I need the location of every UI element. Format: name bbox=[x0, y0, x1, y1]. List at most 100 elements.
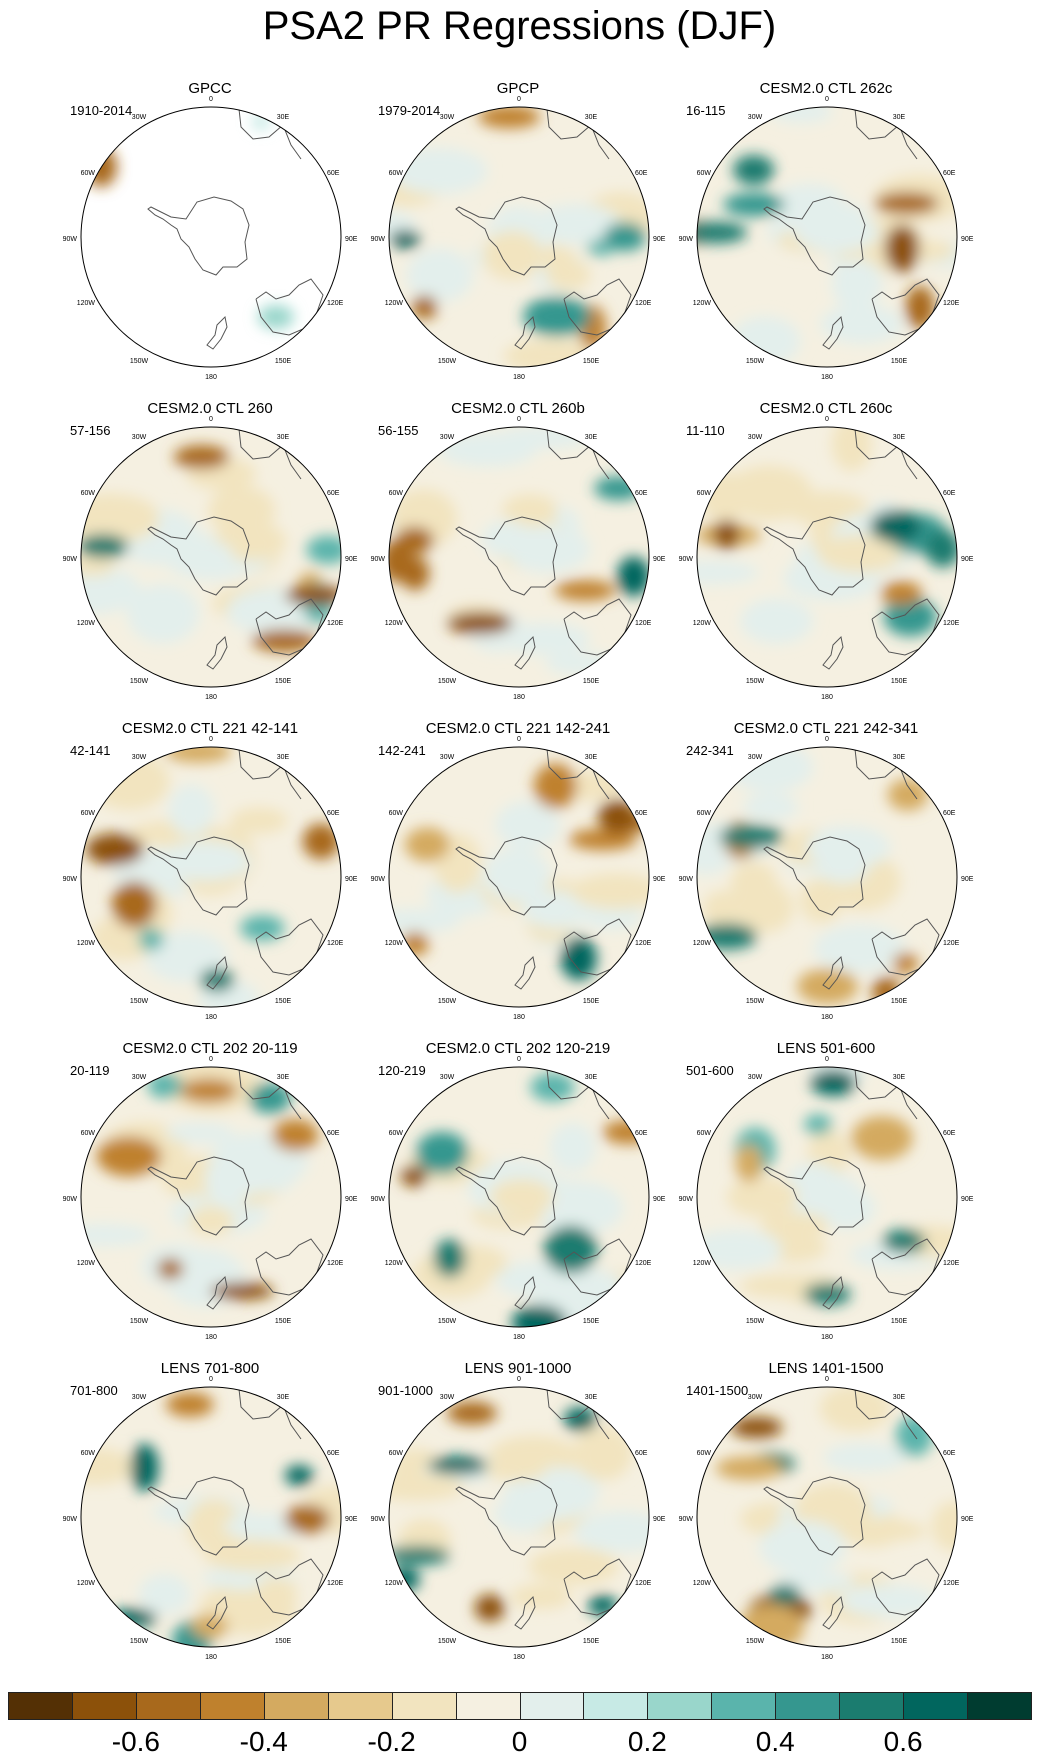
anomaly-blob bbox=[412, 295, 438, 320]
longitude-label: 90W bbox=[63, 1516, 78, 1523]
longitude-label: 180 bbox=[513, 1014, 525, 1021]
anomaly-blob bbox=[81, 1448, 135, 1485]
anomaly-blob bbox=[240, 915, 285, 941]
anomaly-blob bbox=[111, 881, 157, 928]
longitude-label: 90E bbox=[961, 876, 974, 883]
anomaly-blob bbox=[905, 285, 935, 330]
map-panel: 0 180 90W 90E 30W 30E 60W 60E 120W 120E 150W 150E CE… bbox=[676, 400, 976, 720]
anomaly-blob bbox=[804, 1283, 851, 1306]
longitude-label: 90E bbox=[345, 556, 358, 563]
anomaly-blob bbox=[206, 1167, 251, 1208]
map-panel: 0 180 90W 90E 30W 30E 60W 60E 120W 120E 150W 150E CE… bbox=[60, 720, 360, 1040]
longitude-label: 90W bbox=[371, 236, 386, 243]
africa-coastline bbox=[546, 428, 610, 480]
anomaly-blob bbox=[870, 510, 922, 543]
anomaly-blob bbox=[522, 890, 590, 929]
anomaly-blob bbox=[252, 629, 317, 652]
longitude-label: 150W bbox=[438, 358, 457, 365]
panel-period: 701-800 bbox=[70, 1383, 118, 1398]
anomaly-blob bbox=[730, 1417, 783, 1438]
anomaly-blob bbox=[831, 258, 883, 310]
map-border bbox=[80, 426, 342, 688]
map-panel: 0 180 90W 90E 30W 30E 60W 60E 120W 120E 150W 150E LE… bbox=[676, 1360, 976, 1680]
anomaly-blob bbox=[533, 763, 577, 809]
longitude-label: 120E bbox=[327, 1260, 344, 1267]
panel-title: CESM2.0 CTL 260 bbox=[147, 400, 273, 417]
panel-period: 20-119 bbox=[70, 1063, 110, 1078]
new-zealand-coastline bbox=[206, 955, 228, 990]
longitude-label: 90E bbox=[961, 1196, 974, 1203]
longitude-label: 150W bbox=[746, 1318, 765, 1325]
anomaly-blob bbox=[725, 465, 813, 521]
anomaly-blob bbox=[433, 1239, 466, 1278]
anomaly-blob bbox=[770, 1584, 801, 1605]
anomaly-blob bbox=[769, 107, 833, 123]
anomaly-blob bbox=[81, 1223, 152, 1247]
panel-period: 56-155 bbox=[378, 423, 419, 438]
panel-period: 242-341 bbox=[686, 743, 734, 758]
anomaly-blob bbox=[713, 520, 740, 550]
longitude-label: 60E bbox=[327, 810, 340, 817]
longitude-label: 180 bbox=[205, 694, 217, 701]
antarctica-coastline bbox=[455, 836, 558, 916]
anomaly-blob bbox=[130, 1443, 159, 1492]
longitude-label: 120E bbox=[635, 300, 652, 307]
longitude-label: 120E bbox=[327, 300, 344, 307]
anomaly-field bbox=[697, 1387, 957, 1647]
anomaly-blob bbox=[925, 529, 957, 568]
longitude-label: 120E bbox=[635, 1260, 652, 1267]
longitude-label: 30W bbox=[748, 1394, 763, 1401]
longitude-label: 60E bbox=[635, 1450, 648, 1457]
anomaly-field bbox=[697, 1067, 957, 1327]
longitude-label: 60W bbox=[389, 170, 404, 177]
longitude-label: 150E bbox=[275, 1638, 292, 1645]
anomaly-blob bbox=[208, 485, 276, 536]
panel-title: CESM2.0 CTL 260c bbox=[759, 400, 893, 417]
anomaly-blob bbox=[702, 890, 745, 928]
anomaly-blob bbox=[88, 752, 170, 811]
longitude-label: 60E bbox=[635, 170, 648, 177]
panel-title: CESM2.0 CTL 260b bbox=[451, 400, 585, 417]
longitude-label: 30E bbox=[277, 1074, 290, 1081]
anomaly-blob bbox=[510, 1584, 572, 1610]
australia-coastline bbox=[563, 918, 632, 976]
longitude-label: 30E bbox=[277, 754, 290, 761]
longitude-label: 180 bbox=[821, 1654, 833, 1661]
anomaly-blob bbox=[248, 1083, 291, 1114]
longitude-label: 30W bbox=[440, 754, 455, 761]
anomaly-blob bbox=[478, 107, 541, 129]
longitude-label: 30W bbox=[132, 1394, 147, 1401]
anomaly-field bbox=[697, 427, 957, 687]
longitude-label: 30W bbox=[748, 1074, 763, 1081]
longitude-label: 30E bbox=[585, 114, 598, 121]
africa-coastline bbox=[238, 1068, 302, 1120]
australia-coastline bbox=[255, 1558, 324, 1616]
anomaly-blob bbox=[799, 878, 843, 924]
africa-coastline bbox=[238, 748, 302, 800]
anomaly-blob bbox=[597, 799, 637, 834]
longitude-label: 120W bbox=[77, 1260, 96, 1267]
anomaly-blob bbox=[810, 1069, 857, 1096]
longitude-label: 0 bbox=[209, 416, 213, 423]
map-border bbox=[696, 746, 958, 1008]
africa-coastline bbox=[546, 1388, 610, 1440]
anomaly-blob bbox=[481, 520, 534, 557]
anomaly-blob bbox=[255, 1577, 298, 1606]
anomaly-blob bbox=[302, 823, 340, 860]
longitude-label: 0 bbox=[825, 1376, 829, 1383]
antarctica-coastline bbox=[455, 196, 558, 276]
map-border bbox=[388, 426, 650, 688]
anomaly-blob bbox=[819, 1387, 891, 1432]
anomaly-blob bbox=[742, 793, 799, 821]
longitude-label: 60E bbox=[943, 1450, 956, 1457]
anomaly-blob bbox=[447, 612, 513, 635]
australia-coastline bbox=[871, 278, 940, 336]
panel-period: 120-219 bbox=[378, 1063, 426, 1078]
longitude-label: 150W bbox=[438, 1638, 457, 1645]
longitude-label: 150E bbox=[891, 998, 908, 1005]
longitude-label: 150W bbox=[130, 1318, 149, 1325]
longitude-label: 120W bbox=[693, 300, 712, 307]
anomaly-blob bbox=[485, 1458, 547, 1481]
colorbar-cell bbox=[647, 1692, 713, 1720]
anomaly-blob bbox=[285, 585, 341, 606]
